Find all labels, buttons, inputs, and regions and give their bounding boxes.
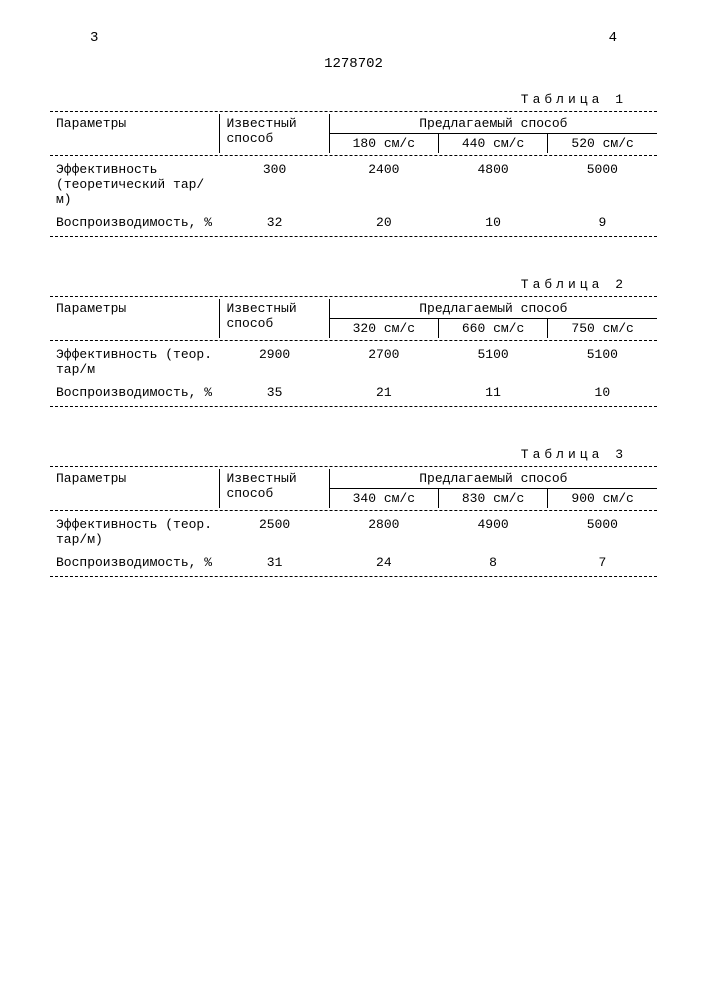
col-sub-1: 340 см/с — [329, 489, 438, 509]
divider — [50, 576, 657, 577]
divider — [50, 236, 657, 237]
cell-val: 20 — [329, 211, 438, 234]
page-num-right: 4 — [609, 30, 617, 46]
cell-known: 31 — [220, 551, 329, 574]
cell-param: Воспроизводимость, % — [50, 211, 220, 234]
cell-known: 2900 — [220, 343, 329, 381]
table-1-caption: Таблица 1 — [50, 92, 657, 107]
cell-val: 24 — [329, 551, 438, 574]
cell-known: 35 — [220, 381, 329, 404]
col-sub-3: 900 см/с — [548, 489, 657, 509]
cell-val: 11 — [438, 381, 547, 404]
doc-number: 1278702 — [50, 56, 657, 72]
col-sub-1: 320 см/с — [329, 319, 438, 339]
table-2: Таблица 2 Параметры Известный способ Пре… — [50, 277, 657, 407]
col-proposed-header: Предлагаемый способ — [329, 469, 657, 489]
table-1-body: Эффективность (теоретический тар/м) 300 … — [50, 158, 657, 234]
cell-param: Воспроизводимость, % — [50, 551, 220, 574]
cell-val: 10 — [438, 211, 547, 234]
col-param-header: Параметры — [50, 299, 220, 338]
col-sub-2: 830 см/с — [438, 489, 547, 509]
divider — [50, 111, 657, 112]
cell-val: 10 — [548, 381, 657, 404]
col-sub-2: 440 см/с — [438, 134, 547, 154]
cell-val: 4900 — [438, 513, 547, 551]
table-2-body: Эффективность (теор. тар/м 2900 2700 510… — [50, 343, 657, 404]
table-2-caption: Таблица 2 — [50, 277, 657, 292]
page-num-left: 3 — [90, 30, 98, 46]
divider — [50, 510, 657, 511]
cell-known: 32 — [220, 211, 329, 234]
col-param-header: Параметры — [50, 114, 220, 153]
cell-known: 2500 — [220, 513, 329, 551]
col-known-header: Известный способ — [220, 299, 329, 338]
divider — [50, 406, 657, 407]
cell-val: 5000 — [548, 158, 657, 211]
cell-param: Эффективность (теоретический тар/м) — [50, 158, 220, 211]
cell-val: 8 — [438, 551, 547, 574]
table-3-grid: Параметры Известный способ Предлагаемый … — [50, 469, 657, 508]
table-1: Таблица 1 Параметры Известный способ Пре… — [50, 92, 657, 237]
col-param-header: Параметры — [50, 469, 220, 508]
table-3: Таблица 3 Параметры Известный способ Пре… — [50, 447, 657, 577]
col-proposed-header: Предлагаемый способ — [329, 114, 657, 134]
cell-val: 9 — [548, 211, 657, 234]
cell-val: 5100 — [548, 343, 657, 381]
cell-val: 7 — [548, 551, 657, 574]
col-sub-1: 180 см/с — [329, 134, 438, 154]
cell-val: 4800 — [438, 158, 547, 211]
cell-param: Воспроизводимость, % — [50, 381, 220, 404]
divider — [50, 155, 657, 156]
col-sub-2: 660 см/с — [438, 319, 547, 339]
cell-val: 2700 — [329, 343, 438, 381]
divider — [50, 466, 657, 467]
cell-val: 21 — [329, 381, 438, 404]
page-header: 3 4 — [50, 30, 657, 56]
cell-param: Эффективность (теор. тар/м) — [50, 513, 220, 551]
col-known-header: Известный способ — [220, 114, 329, 153]
col-sub-3: 750 см/с — [548, 319, 657, 339]
divider — [50, 340, 657, 341]
cell-val: 2400 — [329, 158, 438, 211]
cell-val: 5000 — [548, 513, 657, 551]
table-3-caption: Таблица 3 — [50, 447, 657, 462]
table-3-body: Эффективность (теор. тар/м) 2500 2800 49… — [50, 513, 657, 574]
table-1-grid: Параметры Известный способ Предлагаемый … — [50, 114, 657, 153]
cell-known: 300 — [220, 158, 329, 211]
cell-param: Эффективность (теор. тар/м — [50, 343, 220, 381]
col-proposed-header: Предлагаемый способ — [329, 299, 657, 319]
col-sub-3: 520 см/с — [548, 134, 657, 154]
cell-val: 2800 — [329, 513, 438, 551]
col-known-header: Известный способ — [220, 469, 329, 508]
cell-val: 5100 — [438, 343, 547, 381]
table-2-grid: Параметры Известный способ Предлагаемый … — [50, 299, 657, 338]
divider — [50, 296, 657, 297]
